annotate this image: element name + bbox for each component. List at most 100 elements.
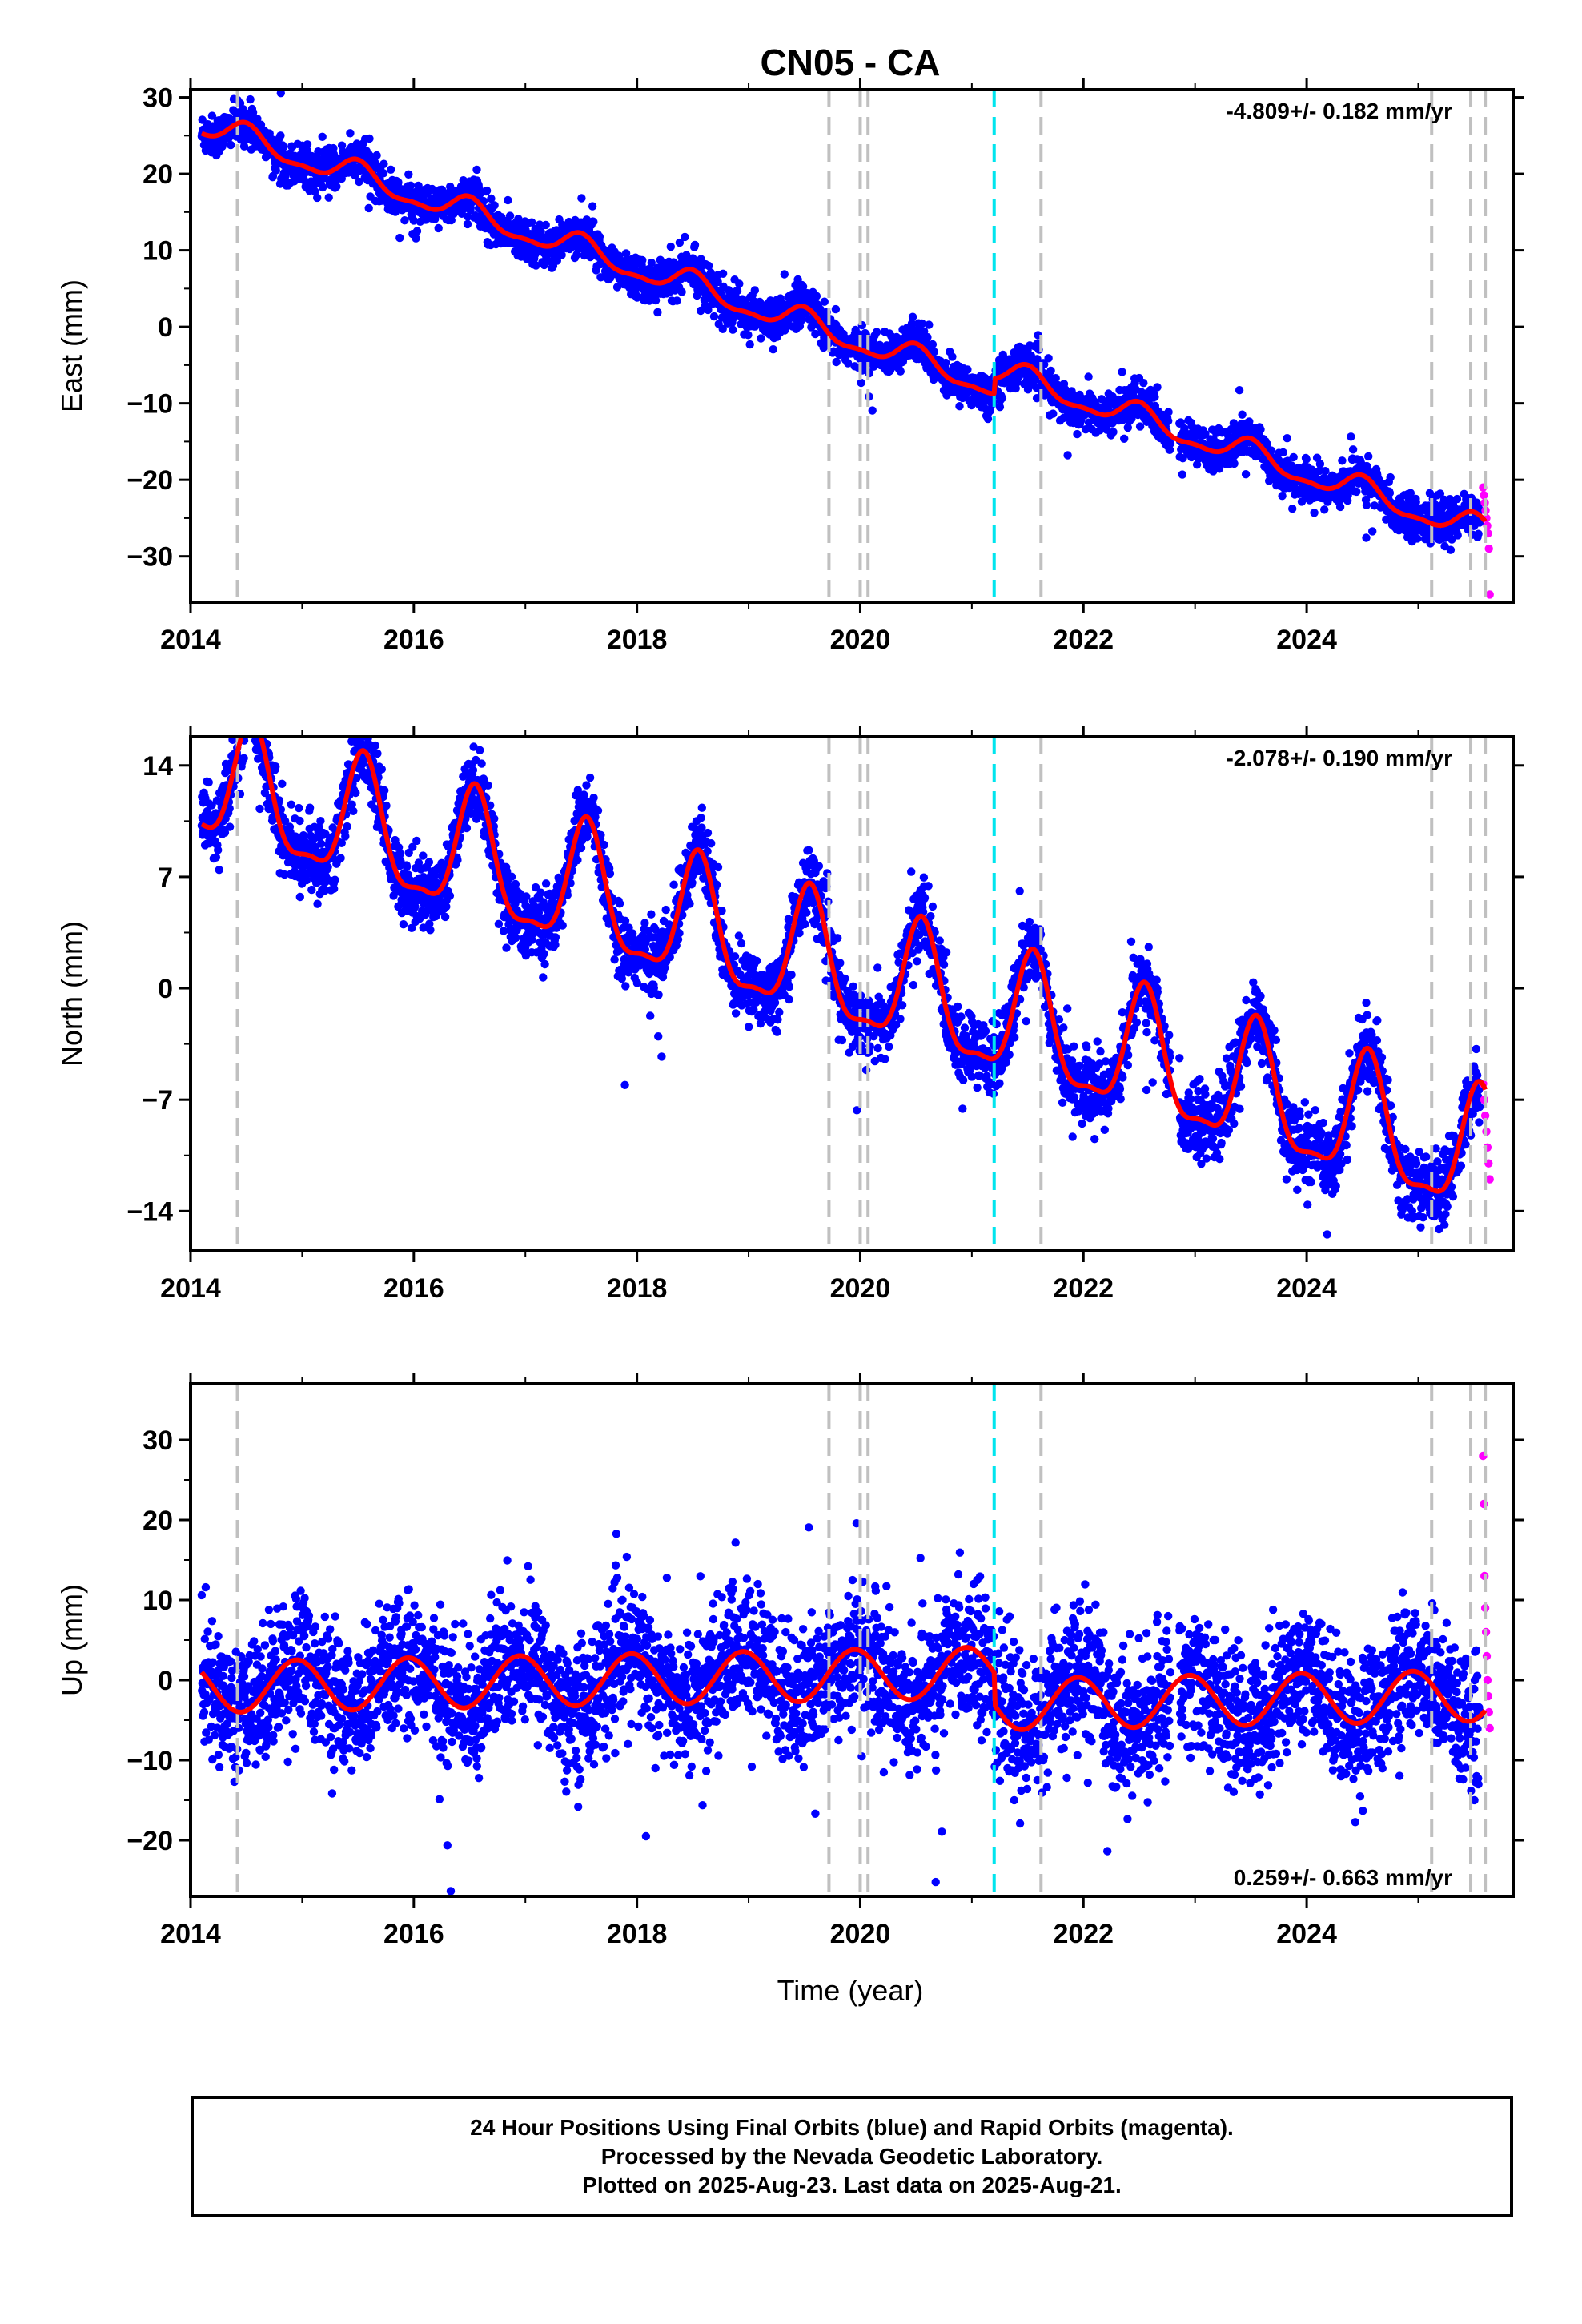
final-orbit-point xyxy=(464,212,472,221)
final-orbit-point xyxy=(256,725,264,733)
final-orbit-point xyxy=(1256,425,1265,434)
final-orbit-point xyxy=(245,707,253,715)
final-orbit-point xyxy=(372,151,381,160)
final-orbit-point xyxy=(332,182,341,191)
final-orbit-point xyxy=(1135,422,1145,431)
east-final-orbit-points xyxy=(197,90,1484,554)
y-tick-label: 20 xyxy=(143,159,173,190)
final-orbit-point xyxy=(1288,505,1297,513)
final-orbit-point xyxy=(365,134,374,143)
final-orbit-point xyxy=(769,345,777,354)
final-orbit-point xyxy=(363,728,371,736)
final-orbit-point xyxy=(318,132,327,141)
final-orbit-point xyxy=(797,316,807,324)
final-orbit-point xyxy=(243,721,251,729)
final-orbit-point xyxy=(1178,470,1187,479)
final-orbit-point xyxy=(528,218,536,227)
final-orbit-point xyxy=(233,699,241,707)
final-orbit-point xyxy=(278,779,287,788)
east-rate-label: -4.809+/- 0.182 mm/yr xyxy=(1226,99,1452,123)
final-orbit-point xyxy=(353,726,361,734)
final-orbit-point xyxy=(831,304,841,314)
y-tick-label: 0 xyxy=(158,312,173,343)
final-orbit-point xyxy=(204,778,213,787)
final-orbit-point xyxy=(360,723,368,731)
final-orbit-point xyxy=(487,194,496,203)
final-orbit-point xyxy=(757,334,765,343)
final-orbit-point xyxy=(1051,374,1060,383)
final-orbit-point xyxy=(317,839,326,848)
final-orbit-point xyxy=(246,726,254,734)
final-orbit-point xyxy=(780,270,789,279)
final-orbit-point xyxy=(820,297,829,306)
final-orbit-point xyxy=(239,726,247,734)
final-orbit-point xyxy=(237,696,245,704)
final-orbit-point xyxy=(341,832,350,841)
final-orbit-point xyxy=(1310,509,1319,517)
final-orbit-point xyxy=(1289,452,1298,462)
final-orbit-point xyxy=(1049,409,1058,418)
final-orbit-point xyxy=(586,252,595,262)
x-tick-label: 2016 xyxy=(383,625,444,655)
final-orbit-point xyxy=(424,858,434,866)
final-orbit-point xyxy=(1109,428,1118,436)
final-orbit-point xyxy=(214,846,223,854)
final-orbit-point xyxy=(355,720,363,728)
final-orbit-point xyxy=(490,201,499,210)
final-orbit-point xyxy=(532,261,540,270)
final-orbit-point xyxy=(364,203,373,213)
final-orbit-point xyxy=(316,816,325,826)
final-orbit-point xyxy=(198,115,207,124)
final-orbit-point xyxy=(948,352,957,361)
y-tick-label: 10 xyxy=(143,236,173,267)
final-orbit-point xyxy=(704,305,713,315)
final-orbit-point xyxy=(832,357,841,367)
final-orbit-point xyxy=(406,181,416,190)
final-orbit-point xyxy=(745,340,754,349)
east-plot-area xyxy=(197,90,1494,602)
final-orbit-point xyxy=(588,202,597,211)
final-orbit-point xyxy=(248,682,256,690)
final-orbit-point xyxy=(246,94,255,104)
final-orbit-point xyxy=(709,312,719,321)
final-orbit-point xyxy=(313,899,322,908)
final-orbit-point xyxy=(1452,494,1462,504)
final-orbit-point xyxy=(1084,372,1093,381)
final-orbit-point xyxy=(798,282,808,292)
final-orbit-point xyxy=(250,691,258,699)
final-orbit-point xyxy=(387,165,396,174)
final-orbit-point xyxy=(419,851,428,860)
final-orbit-point xyxy=(249,691,257,699)
final-orbit-point xyxy=(343,822,351,831)
final-orbit-point xyxy=(276,90,285,98)
final-orbit-point xyxy=(330,884,339,893)
final-orbit-point xyxy=(241,701,249,709)
final-orbit-point xyxy=(303,140,312,149)
final-orbit-point xyxy=(244,707,252,715)
final-orbit-point xyxy=(254,710,262,718)
final-orbit-point xyxy=(1352,487,1361,497)
east-y-axis-label: East (mm) xyxy=(55,279,88,412)
final-orbit-point xyxy=(243,672,251,680)
final-orbit-point xyxy=(276,131,285,140)
final-orbit-point xyxy=(241,701,249,709)
final-orbit-point xyxy=(394,178,403,187)
final-orbit-point xyxy=(245,695,253,703)
final-orbit-point xyxy=(379,169,388,178)
final-orbit-point xyxy=(305,803,315,812)
final-orbit-point xyxy=(675,238,685,247)
final-orbit-point xyxy=(428,184,436,194)
final-orbit-point xyxy=(396,849,404,858)
final-orbit-point xyxy=(1063,451,1072,460)
final-orbit-point xyxy=(844,359,853,368)
final-orbit-point xyxy=(647,259,656,267)
final-orbit-point xyxy=(1164,408,1173,416)
final-orbit-point xyxy=(718,324,727,333)
final-orbit-point xyxy=(1386,472,1395,482)
x-tick-label: 2024 xyxy=(1276,625,1337,655)
final-orbit-point xyxy=(402,862,412,871)
final-orbit-point xyxy=(928,340,938,349)
final-orbit-point xyxy=(396,233,404,243)
final-orbit-point xyxy=(239,722,247,730)
